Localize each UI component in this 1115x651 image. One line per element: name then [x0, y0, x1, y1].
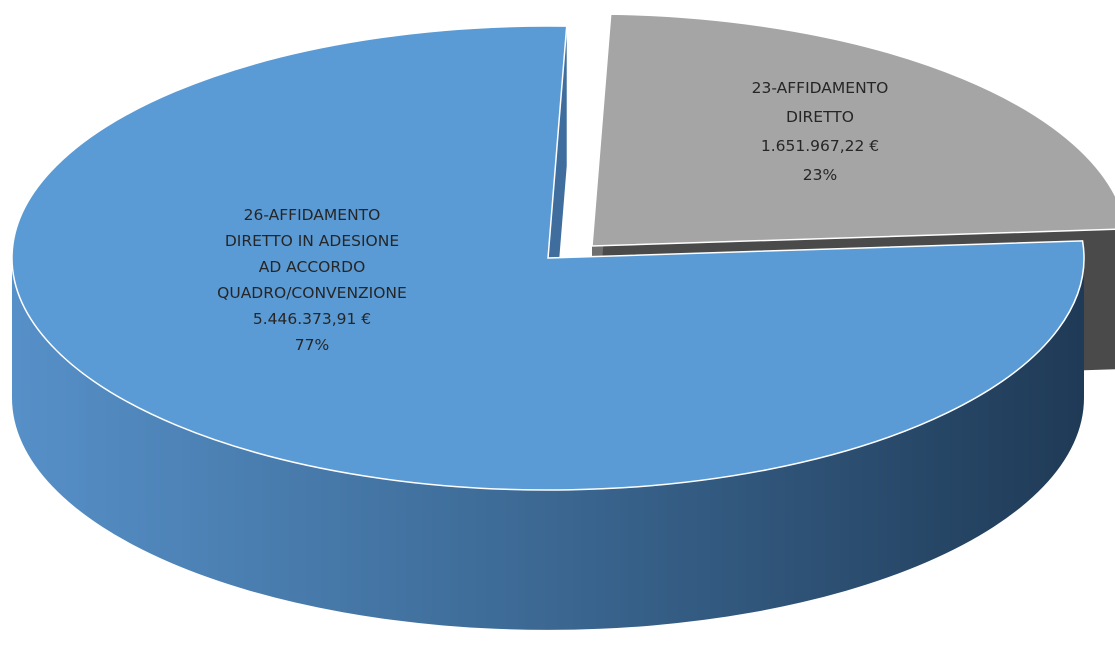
data-label-value: 5.446.373,91 €: [252, 310, 372, 328]
data-label-percent: 77%: [294, 336, 330, 354]
data-label-line: QUADRO/CONVENZIONE: [217, 284, 407, 302]
data-label-slice-2: 23-AFFIDAMENTO DIRETTO 1.651.967,22 € 23…: [700, 74, 940, 190]
pie-slice-26-affidamento: [11, 25, 1085, 491]
data-label-slice-1: 26-AFFIDAMENTO DIRETTO IN ADESIONE AD AC…: [172, 202, 452, 358]
data-label-percent: 23%: [802, 166, 838, 184]
data-label-line: 26-AFFIDAMENTO: [243, 206, 381, 224]
pie-slice-23-affidamento: [591, 13, 1115, 247]
data-label-line: DIRETTO IN ADESIONE: [224, 232, 400, 250]
data-label-line: AD ACCORDO: [258, 258, 366, 276]
data-label-value: 1.651.967,22 €: [760, 137, 880, 155]
pie-slice-side: [12, 258, 1084, 630]
data-label-line: 23-AFFIDAMENTO: [751, 79, 889, 97]
data-label-line: DIRETTO: [786, 108, 854, 126]
